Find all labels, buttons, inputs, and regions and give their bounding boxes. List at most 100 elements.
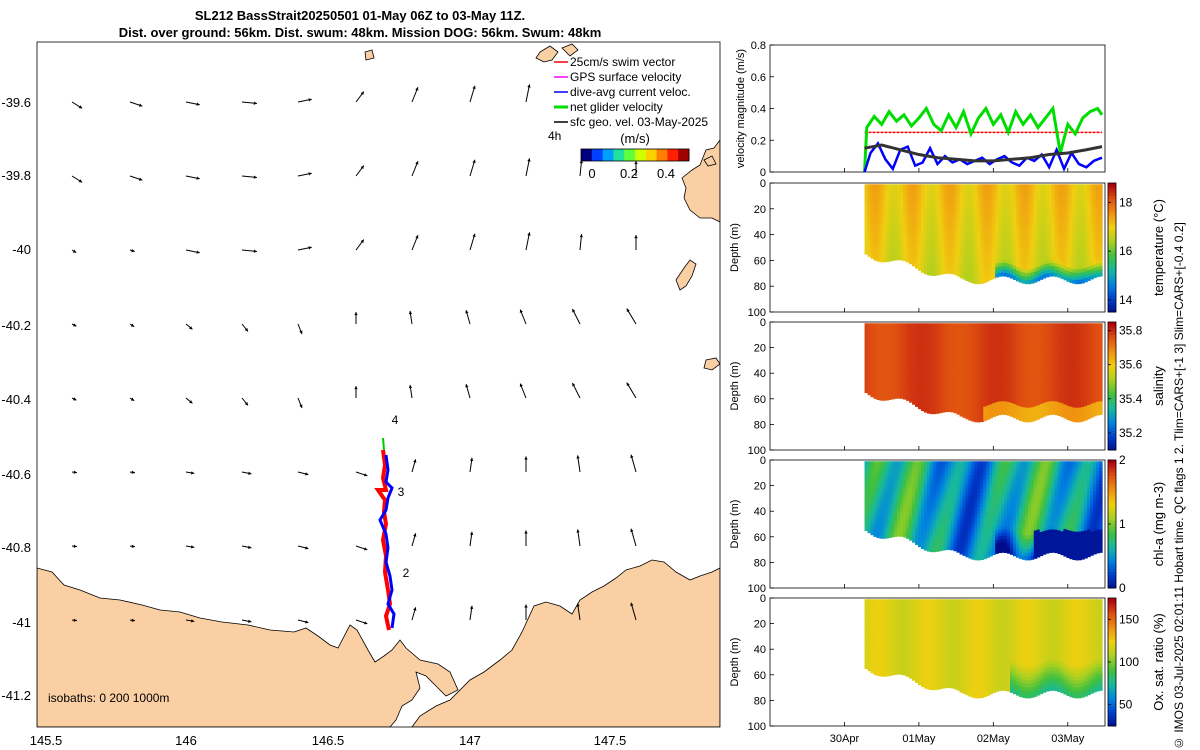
heatmap-cell: [947, 196, 952, 201]
heatmap-cell: [938, 245, 943, 250]
heatmap-cell: [1007, 194, 1011, 199]
heatmap-cell: [1057, 234, 1062, 238]
heatmap-cell: [980, 226, 984, 231]
colorbar-segment: [1108, 289, 1116, 294]
heatmap-cell: [1051, 223, 1056, 228]
heatmap-cell: [1078, 233, 1082, 239]
heatmap-cell: [932, 262, 937, 267]
heatmap-cell: [873, 192, 878, 196]
heatmap-cell: [1007, 233, 1011, 238]
heatmap-cell: [1078, 201, 1082, 207]
heatmap-cell: [1009, 217, 1014, 222]
heatmap-cell: [1021, 230, 1026, 235]
heatmap-cell: [1033, 212, 1038, 217]
heatmap-cell: [938, 219, 943, 224]
heatmap-cell: [995, 263, 999, 268]
heatmap-cell: [929, 236, 934, 241]
legend-label-dac: dive-avg current veloc.: [570, 85, 691, 99]
heatmap-cell: [1069, 198, 1073, 203]
heatmap-cell: [903, 189, 907, 194]
heatmap-cell: [1090, 221, 1094, 226]
heatmap-cell: [1001, 236, 1005, 241]
heatmap-cell: [1039, 214, 1044, 219]
geo-velocity-arrowhead: [138, 177, 143, 181]
heatmap-cell: [897, 213, 901, 218]
heatmap-cell: [950, 251, 955, 255]
heatmap-cell: [1004, 259, 1008, 264]
heatmap-cell: [906, 200, 910, 205]
heatmap-cell: [995, 253, 999, 258]
heatmap-cell: [929, 233, 934, 237]
heatmap-cell: [915, 205, 919, 209]
heatmap-cell: [977, 262, 981, 267]
heatmap-cell: [1036, 229, 1041, 234]
heatmap-cell: [867, 238, 872, 242]
heatmap-cell: [944, 200, 949, 204]
heatmap-cell: [983, 250, 987, 255]
heatmap-cell: [935, 261, 940, 266]
heatmap-cell: [950, 270, 955, 275]
heatmap-cell: [1001, 269, 1005, 274]
heatmap-cell: [1021, 233, 1026, 238]
heatmap-cell: [1018, 233, 1023, 238]
heatmap-cell: [998, 220, 1002, 225]
heatmap-cell: [1018, 219, 1023, 224]
heatmap-cell: [906, 214, 910, 219]
heatmap-cell: [1072, 230, 1076, 235]
heatmap-cell: [1018, 191, 1023, 196]
heatmap-cell: [1084, 212, 1088, 217]
geo-velocity-arrowhead: [248, 471, 252, 475]
heatmap-cell: [867, 186, 872, 191]
heatmap-cell: [906, 239, 910, 244]
heatmap-cell: [932, 203, 937, 208]
heatmap-cell: [1060, 204, 1065, 209]
colorbar-segment: [1108, 334, 1116, 339]
heatmap-cell: [900, 224, 904, 229]
heatmap-cell: [998, 266, 1002, 271]
heatmap-cell: [968, 184, 973, 189]
heatmap-cell: [998, 236, 1002, 241]
heatmap-cell: [1078, 262, 1082, 267]
heatmap-cell: [941, 184, 946, 189]
heatmap-cell: [873, 184, 878, 188]
heatmap-cell: [1069, 247, 1073, 252]
heatmap-cell: [888, 230, 892, 235]
heatmap-cell: [1054, 210, 1059, 215]
heatmap-cell: [989, 235, 993, 240]
heatmap-cell: [947, 225, 952, 230]
geo-velocity-arrowhead: [465, 384, 469, 388]
heatmap-cell: [1078, 223, 1082, 228]
heatmap-cell: [986, 249, 990, 254]
heatmap-cell: [995, 210, 999, 215]
heatmap-cell: [891, 222, 895, 226]
heatmap-cell: [1042, 197, 1047, 202]
heatmap-cell: [1075, 258, 1079, 263]
heatmap-cell: [1012, 269, 1017, 274]
heatmap-cell: [879, 206, 883, 210]
heatmap-cell: [1042, 224, 1047, 229]
heatmap-cell: [1042, 257, 1047, 262]
heatmap-cell: [867, 227, 872, 232]
heatmap-cell: [1018, 278, 1023, 283]
heatmap-cell: [941, 225, 946, 230]
heatmap-cell: [1060, 274, 1065, 279]
heatmap-cell: [900, 246, 904, 250]
heatmap-cell: [912, 245, 916, 249]
heatmap-cell: [1069, 191, 1073, 196]
map-xtick-147.5: 147.5: [594, 733, 627, 748]
heatmap-cell: [1066, 253, 1070, 258]
heatmap-cell: [1051, 256, 1056, 261]
heatmap-cell: [929, 184, 934, 189]
heatmap-cell: [950, 263, 955, 268]
heatmap-cell: [986, 222, 990, 227]
heatmap-cell: [1036, 204, 1041, 209]
heatmap-cell: [917, 239, 922, 244]
heatmap-cell: [917, 190, 922, 195]
heatmap-cell: [1018, 243, 1023, 248]
heatmap-cell: [1060, 191, 1065, 195]
heatmap-cell: [1027, 241, 1032, 246]
heatmap-cell: [1072, 265, 1076, 270]
heatmap-cell: [998, 210, 1002, 215]
geo-velocity-arrowhead: [519, 309, 523, 313]
